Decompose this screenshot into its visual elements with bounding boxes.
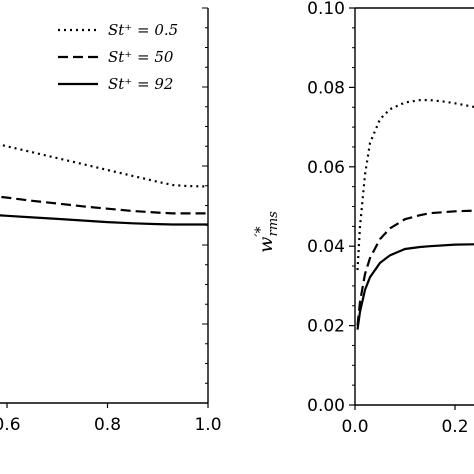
right-series-line-2 [356, 243, 474, 330]
right-chart-panel: 0.00 0.02 0.04 0.06 0.08 0.10 0.0 0.2 w′*rms [253, 0, 474, 437]
right-y-tick-label: 0.04 [307, 237, 345, 257]
legend-label-1: St⁺ = 50 [108, 48, 174, 66]
right-y-tick-label: 0.08 [307, 78, 345, 98]
right-series-line-0 [356, 98, 474, 271]
left-x-tick-label: 1.0 [194, 415, 221, 435]
left-series-line-1 [0, 195, 208, 215]
left-x-tick-label: 0.8 [94, 415, 121, 435]
legend: St⁺ = 0.5 St⁺ = 50 St⁺ = 92 [58, 21, 178, 93]
right-y-tick-label: 0.10 [307, 0, 345, 19]
right-y-axis-label: w′*rms [253, 211, 281, 253]
right-x-tick-label: 0.2 [441, 417, 468, 437]
right-series-line-1 [356, 209, 474, 326]
left-x-tick-label: 0.6 [0, 415, 21, 435]
left-series-line-0 [0, 143, 209, 188]
right-x-tick-label: 0.0 [341, 417, 368, 437]
right-y-tick-label: 0.00 [307, 396, 345, 416]
legend-label-0: St⁺ = 0.5 [108, 21, 178, 39]
right-y-tick-label: 0.06 [307, 158, 345, 178]
left-series-line-2 [0, 214, 208, 226]
right-y-tick-label: 0.02 [307, 317, 345, 337]
left-chart-panel: 0.6 0.8 1.0 [0, 7, 222, 435]
legend-label-2: St⁺ = 92 [108, 75, 173, 93]
